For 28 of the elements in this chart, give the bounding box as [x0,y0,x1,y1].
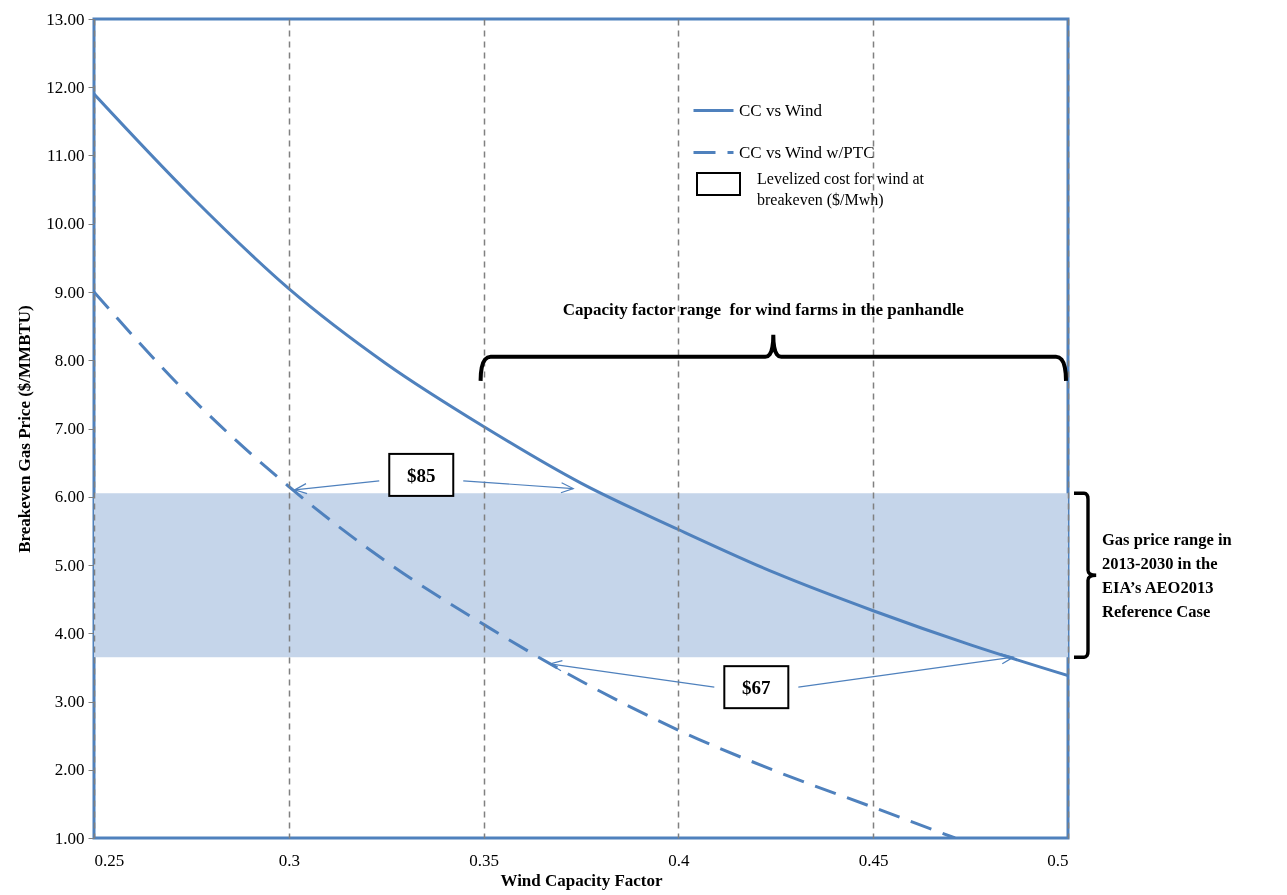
y-axis-title: Breakeven Gas Price ($/MMBTU) [15,305,35,553]
x-tick-label: 0.25 [94,850,125,870]
legend-label: CC vs Wind w/PTC [739,142,875,162]
y-tick-label: 10.00 [46,214,85,234]
annotation: $85 [407,464,436,486]
y-tick-label: 8.00 [54,350,85,370]
y-tick-label: 4.00 [54,623,85,643]
y-tick-label: 9.00 [54,282,85,302]
y-tick-label: 13.00 [46,9,85,29]
y-tick-label: 5.00 [54,555,85,575]
x-tick-label: 0.35 [469,850,499,870]
y-tick-label: 12.00 [46,77,85,97]
x-tick-label: 0.45 [858,850,889,870]
x-axis-title: Wind Capacity Factor [500,870,664,890]
y-tick-label: 7.00 [54,419,85,438]
x-tick-label: 0.5 [1047,850,1069,870]
y-tick-label: 2.00 [54,760,85,780]
annotation: $67 [742,677,772,699]
y-tick-label: 11.00 [46,146,85,165]
annotation: Levelized cost for wind at breakeven ($/Mwh) [757,170,925,209]
x-tick-label: 0.3 [278,850,300,870]
y-tick-label: 6.00 [54,487,85,507]
annotation: Capacity factor range for wind farms in the panhandle [562,299,965,319]
band-label: Gas price range in 2013-2030 in the EIA’s AEO2013 Reference Case [1102,530,1232,622]
y-tick-label: 3.00 [54,692,85,711]
y-tick-label: 1.00 [54,828,85,848]
legend-label: CC vs Wind [739,100,823,120]
x-tick-label: 0.4 [668,850,691,870]
